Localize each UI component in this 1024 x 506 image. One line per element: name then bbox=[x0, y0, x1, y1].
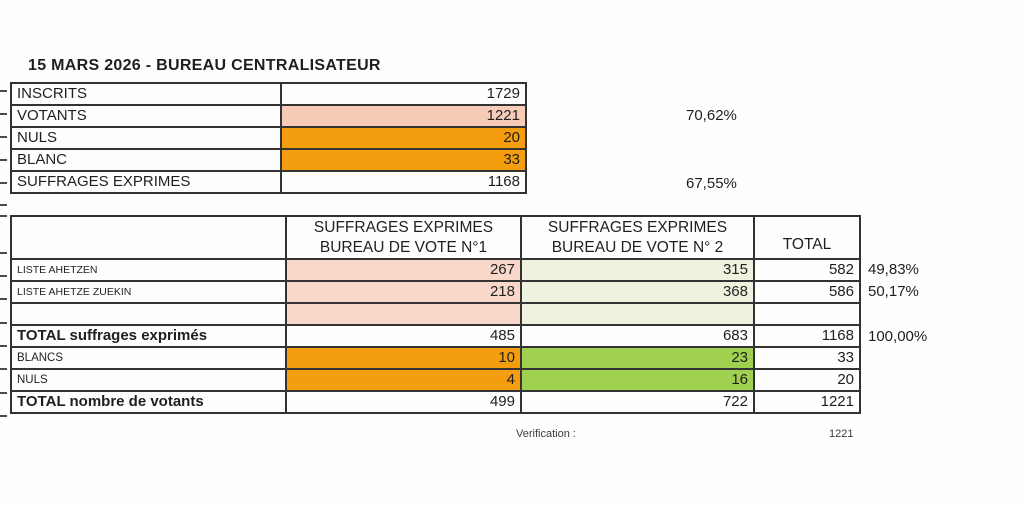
summary-label-blanc: BLANC bbox=[10, 148, 282, 172]
row-total-votants-bureau1: 499 bbox=[285, 390, 522, 414]
row-nuls-total: 20 bbox=[753, 368, 861, 392]
expressed-percentage: 67,55% bbox=[686, 175, 737, 192]
scan-tick-mark bbox=[0, 113, 7, 115]
summary-value-nuls: 20 bbox=[280, 126, 527, 150]
header-bureau2-line1: SUFFRAGES EXPRIMES bbox=[547, 218, 728, 236]
header-empty-cell bbox=[10, 215, 287, 260]
summary-value-suffrages: 1168 bbox=[280, 170, 527, 194]
row-liste-ahetzen-total: 582 bbox=[753, 258, 861, 282]
row-liste-ahetzen-label: LISTE AHETZEN bbox=[10, 258, 287, 282]
liste-ahetzen-percentage: 49,83% bbox=[868, 261, 919, 278]
table-row bbox=[10, 302, 861, 326]
table-header-row: SUFFRAGES EXPRIMES BUREAU DE VOTE N°1 SU… bbox=[10, 215, 861, 260]
row-blancs-bureau2: 23 bbox=[520, 346, 755, 370]
row-liste-ahetzen-bureau2: 315 bbox=[520, 258, 755, 282]
summary-value-inscrits: 1729 bbox=[280, 82, 527, 106]
row-total-suffrages-label: TOTAL suffrages exprimés bbox=[10, 324, 287, 348]
summary-label-votants: VOTANTS bbox=[10, 104, 282, 128]
scan-tick-mark bbox=[0, 215, 7, 217]
header-bureau1: SUFFRAGES EXPRIMES BUREAU DE VOTE N°1 bbox=[285, 215, 522, 260]
verification-label: Verification : bbox=[516, 428, 576, 440]
scan-tick-mark bbox=[0, 368, 7, 370]
row-liste-ahetze-zuekin-bureau1: 218 bbox=[285, 280, 522, 304]
summary-label-suffrages: SUFFRAGES EXPRIMES bbox=[10, 170, 282, 194]
row-liste-ahetzen-bureau1: 267 bbox=[285, 258, 522, 282]
table-row: LISTE AHETZE ZUEKIN 218 368 586 bbox=[10, 280, 861, 304]
scan-tick-mark bbox=[0, 182, 7, 184]
row-nuls-bureau2: 16 bbox=[520, 368, 755, 392]
header-bureau1-line1: SUFFRAGES EXPRIMES bbox=[313, 218, 494, 236]
summary-table: INSCRITS 1729 VOTANTS 1221 NULS 20 BLANC… bbox=[10, 82, 527, 194]
row-blancs-bureau1: 10 bbox=[285, 346, 522, 370]
header-total: TOTAL bbox=[753, 215, 861, 260]
results-table: SUFFRAGES EXPRIMES BUREAU DE VOTE N°1 SU… bbox=[10, 215, 861, 414]
row-total-suffrages-bureau1: 485 bbox=[285, 324, 522, 348]
scan-tick-mark bbox=[0, 322, 7, 324]
scan-tick-mark bbox=[0, 252, 7, 254]
table-row: NULS 4 16 20 bbox=[10, 368, 861, 392]
row-nuls-bureau1: 4 bbox=[285, 368, 522, 392]
table-row: TOTAL nombre de votants 499 722 1221 bbox=[10, 390, 861, 414]
row-total-suffrages-bureau2: 683 bbox=[520, 324, 755, 348]
table-row: VOTANTS 1221 bbox=[10, 104, 527, 128]
scan-tick-mark bbox=[0, 345, 7, 347]
row-total-suffrages-total: 1168 bbox=[753, 324, 861, 348]
row-empty-bureau2 bbox=[520, 302, 755, 326]
table-row: INSCRITS 1729 bbox=[10, 82, 527, 106]
scan-tick-mark bbox=[0, 136, 7, 138]
row-total-votants-label: TOTAL nombre de votants bbox=[10, 390, 287, 414]
row-liste-ahetze-zuekin-bureau2: 368 bbox=[520, 280, 755, 304]
scan-tick-mark bbox=[0, 415, 7, 417]
row-empty-label bbox=[10, 302, 287, 326]
row-blancs-total: 33 bbox=[753, 346, 861, 370]
scan-tick-mark bbox=[0, 298, 7, 300]
summary-value-blanc: 33 bbox=[280, 148, 527, 172]
row-empty-total bbox=[753, 302, 861, 326]
header-bureau2: SUFFRAGES EXPRIMES BUREAU DE VOTE N° 2 bbox=[520, 215, 755, 260]
table-row: BLANCS 10 23 33 bbox=[10, 346, 861, 370]
summary-label-nuls: NULS bbox=[10, 126, 282, 150]
table-row: LISTE AHETZEN 267 315 582 bbox=[10, 258, 861, 282]
table-row: SUFFRAGES EXPRIMES 1168 bbox=[10, 170, 527, 194]
scan-tick-mark bbox=[0, 204, 7, 206]
total-suffrages-percentage: 100,00% bbox=[868, 328, 928, 345]
scan-tick-mark bbox=[0, 392, 7, 394]
row-nuls-label: NULS bbox=[10, 368, 287, 392]
scan-tick-mark bbox=[0, 275, 7, 277]
turnout-percentage: 70,62% bbox=[686, 107, 737, 124]
row-liste-ahetze-zuekin-total: 586 bbox=[753, 280, 861, 304]
scan-tick-mark bbox=[0, 159, 7, 161]
row-liste-ahetze-zuekin-label: LISTE AHETZE ZUEKIN bbox=[10, 280, 287, 304]
scan-tick-mark bbox=[0, 90, 7, 92]
summary-label-inscrits: INSCRITS bbox=[10, 82, 282, 106]
summary-value-votants: 1221 bbox=[280, 104, 527, 128]
row-blancs-label: BLANCS bbox=[10, 346, 287, 370]
header-bureau1-line2: BUREAU DE VOTE N°1 bbox=[319, 238, 488, 256]
row-empty-bureau1 bbox=[285, 302, 522, 326]
table-row: TOTAL suffrages exprimés 485 683 1168 bbox=[10, 324, 861, 348]
page-title: 15 MARS 2026 - BUREAU CENTRALISATEUR bbox=[28, 57, 381, 74]
row-total-votants-bureau2: 722 bbox=[520, 390, 755, 414]
verification-value: 1221 bbox=[829, 428, 854, 440]
row-total-votants-total: 1221 bbox=[753, 390, 861, 414]
table-row: NULS 20 bbox=[10, 126, 527, 150]
table-row: BLANC 33 bbox=[10, 148, 527, 172]
header-bureau2-line2: BUREAU DE VOTE N° 2 bbox=[551, 238, 724, 256]
liste-ahetze-zuekin-percentage: 50,17% bbox=[868, 283, 919, 300]
